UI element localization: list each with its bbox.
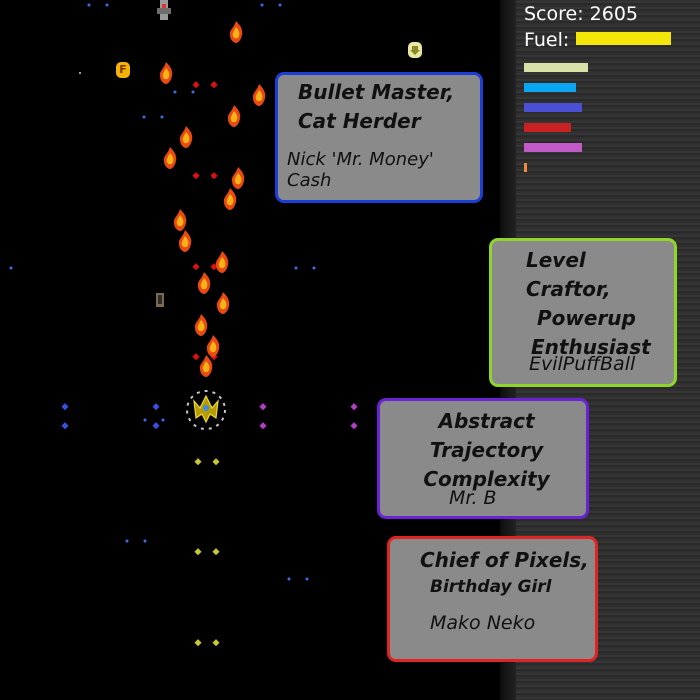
flame-projectile-icon	[227, 105, 241, 127]
credit-role: Abstract Trajectory Complexity	[389, 407, 584, 494]
ammo-bar-2	[524, 83, 576, 92]
ammo-bar-6	[524, 163, 527, 172]
score-value: 2605	[589, 3, 639, 25]
flame-projectile-icon	[231, 167, 245, 189]
score-display: Score: 2605	[524, 3, 638, 25]
credit-name: Mako Neko	[430, 612, 536, 634]
credit-role: Chief of Pixels, Birthday Girl	[420, 547, 589, 601]
fuel-bar	[576, 32, 671, 45]
credit-role-line: Level Craftor,	[526, 248, 611, 301]
credit-name: Mr. B	[449, 487, 497, 509]
credit-role-line: Complexity	[423, 467, 550, 491]
flame-projectile-icon	[159, 62, 173, 84]
credit-role-line: Abstract Trajectory	[429, 409, 544, 462]
playfield	[9, 0, 422, 647]
starfield	[9, 3, 316, 581]
credit-role-line: Birthday Girl	[430, 577, 552, 597]
fuel-pickup-letter: F	[119, 63, 127, 76]
credit-name: EvilPuffBall	[529, 353, 636, 375]
ammo-bar-4	[524, 123, 571, 132]
credit-card-chief-of-pixels: Chief of Pixels, Birthday Girl Mako Neko	[387, 536, 598, 662]
flame-projectile-icon	[178, 230, 192, 252]
flame-projectiles	[159, 21, 266, 377]
flame-projectile-icon	[229, 21, 243, 43]
flame-projectile-icon	[163, 147, 177, 169]
flame-projectile-icon	[206, 335, 220, 357]
flame-projectile-icon	[194, 314, 208, 336]
credit-role-line: Enthusiast	[531, 335, 651, 359]
credit-name: Nick 'Mr. Money' Cash	[287, 149, 434, 191]
fuel-label: Fuel:	[524, 29, 570, 51]
flame-projectile-icon	[199, 355, 213, 377]
flame-projectile-icon	[216, 292, 230, 314]
flame-projectile-icon	[197, 272, 211, 294]
credit-role-line: Powerup	[537, 306, 636, 330]
score-label: Score:	[524, 3, 584, 25]
ammo-bar-3	[524, 103, 582, 112]
ammo-pickup-icon	[156, 293, 164, 307]
flame-projectile-icon	[173, 209, 187, 231]
grey-enemy-ship-icon	[157, 0, 171, 20]
ammo-bar-5	[524, 143, 582, 152]
flame-projectile-icon	[179, 126, 193, 148]
flame-projectile-icon	[223, 188, 237, 210]
credit-role: Bullet Master, Cat Herder	[298, 78, 454, 136]
credit-role: Level Craftor, Powerup Enthusiast	[526, 246, 674, 362]
credit-card-level-craftor: Level Craftor, Powerup Enthusiast EvilPu…	[489, 238, 677, 387]
flame-projectile-icon	[215, 251, 229, 273]
arrow-down-pickup-icon	[408, 42, 422, 58]
flame-projectile-icon	[252, 84, 266, 106]
fuel-pickup-icon: F	[116, 62, 130, 78]
credit-role-line: Bullet Master,	[298, 80, 455, 104]
credit-role-line: Cat Herder	[298, 109, 421, 133]
yellow-spaceship-icon[interactable]	[186, 390, 226, 430]
credit-card-bullet-master: Bullet Master, Cat Herder Nick 'Mr. Mone…	[275, 72, 483, 203]
credit-card-abstract-trajectory: Abstract Trajectory Complexity Mr. B	[377, 398, 589, 519]
ammo-bar-1	[524, 63, 588, 72]
credit-role-line: Chief of Pixels,	[420, 548, 589, 572]
